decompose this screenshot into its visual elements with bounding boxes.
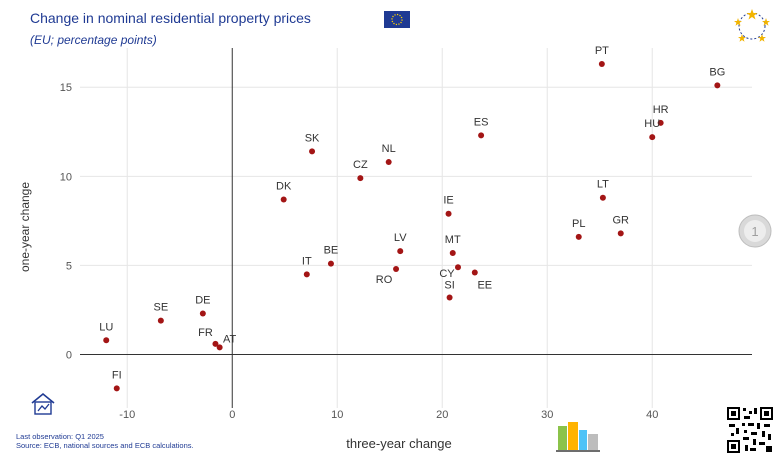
source-note: Source: ECB, national sources and ECB ca… bbox=[16, 441, 194, 450]
data-label-be: BE bbox=[324, 245, 339, 257]
data-label-lu: LU bbox=[99, 321, 113, 333]
zero-axes bbox=[80, 48, 752, 408]
data-point-nl bbox=[385, 159, 392, 166]
data-label-hr: HR bbox=[653, 104, 669, 116]
data-label-fr: FR bbox=[198, 327, 213, 339]
data-label-cy: CY bbox=[439, 268, 455, 280]
data-point-ro bbox=[393, 265, 400, 272]
x-axis-label: three-year change bbox=[346, 436, 452, 451]
chart-subtitle: (EU; percentage points) bbox=[30, 33, 157, 47]
data-label-pl: PL bbox=[572, 218, 585, 230]
data-point-at bbox=[216, 344, 223, 351]
y-tick-label: 0 bbox=[66, 350, 72, 362]
y-tick-label: 15 bbox=[60, 82, 72, 94]
data-point-mt bbox=[449, 249, 456, 256]
data-point-ee bbox=[471, 269, 478, 276]
data-label-lt: LT bbox=[597, 179, 609, 191]
data-point-pt bbox=[598, 61, 605, 68]
data-label-ee: EE bbox=[477, 280, 492, 292]
data-label-ro: RO bbox=[376, 274, 393, 286]
data-label-mt: MT bbox=[445, 234, 461, 246]
data-point-dk bbox=[280, 196, 287, 203]
last-observation-note: Last observation: Q1 2025 bbox=[16, 432, 104, 441]
data-point-cz bbox=[357, 175, 364, 182]
data-point-lu bbox=[103, 337, 110, 344]
x-tick-label: 0 bbox=[229, 409, 235, 421]
data-point-ie bbox=[445, 210, 452, 217]
data-point-it bbox=[303, 271, 310, 278]
data-label-cz: CZ bbox=[353, 159, 368, 171]
data-point-sk bbox=[309, 148, 316, 155]
data-label-it: IT bbox=[302, 255, 312, 267]
y-tick-label: 5 bbox=[66, 260, 72, 272]
chart-title: Change in nominal residential property p… bbox=[30, 10, 311, 26]
x-tick-label: 30 bbox=[541, 409, 553, 421]
data-point-fi bbox=[113, 385, 120, 392]
data-point-cy bbox=[455, 264, 461, 271]
data-point-lt bbox=[599, 194, 606, 201]
data-label-dk: DK bbox=[276, 180, 292, 192]
stars-emblem-icon bbox=[734, 9, 770, 42]
data-label-es: ES bbox=[474, 116, 489, 128]
x-tick-label: 20 bbox=[436, 409, 448, 421]
data-point-hr bbox=[657, 119, 664, 126]
data-point-se bbox=[157, 317, 164, 324]
data-label-lv: LV bbox=[394, 232, 407, 244]
x-tick-label: 10 bbox=[331, 409, 343, 421]
svg-text:1: 1 bbox=[751, 224, 758, 239]
data-point-pl bbox=[575, 233, 582, 240]
data-point-hu bbox=[649, 134, 656, 141]
data-points: PT BG HR HU ES SK NL CZ DK IE LT PL GR LV MT BE IT RO CY EE… bbox=[99, 45, 725, 392]
y-tick-label: 10 bbox=[60, 171, 72, 183]
data-label-sk: SK bbox=[305, 132, 320, 144]
data-label-de: DE bbox=[195, 295, 210, 307]
euro-coin-icon: 1 bbox=[738, 214, 772, 248]
data-point-fr bbox=[212, 340, 219, 347]
data-point-be bbox=[327, 260, 334, 267]
data-point-es bbox=[478, 132, 485, 139]
data-label-ie: IE bbox=[443, 195, 453, 207]
y-axis-label: one-year change bbox=[18, 182, 32, 272]
data-point-lv bbox=[397, 248, 404, 255]
city-buildings-icon bbox=[556, 422, 600, 452]
data-label-nl: NL bbox=[382, 143, 396, 155]
data-label-at: AT bbox=[223, 333, 237, 345]
data-label-pt: PT bbox=[595, 45, 609, 57]
data-point-bg bbox=[714, 82, 721, 89]
x-tick-label: -10 bbox=[119, 409, 135, 421]
data-label-gr: GR bbox=[613, 214, 630, 226]
data-label-hu: HU bbox=[644, 118, 660, 130]
gridlines bbox=[80, 48, 752, 408]
data-label-bg: BG bbox=[709, 66, 725, 78]
eu-flag-icon bbox=[384, 11, 410, 28]
data-label-se: SE bbox=[154, 302, 169, 314]
x-tick-label: 40 bbox=[646, 409, 658, 421]
data-point-de bbox=[199, 310, 206, 317]
data-label-si: SI bbox=[444, 280, 454, 292]
house-icon bbox=[31, 392, 55, 415]
data-point-gr bbox=[617, 230, 624, 237]
tick-labels: -10 0 10 20 30 40 0 5 10 15 bbox=[60, 82, 659, 421]
data-label-fi: FI bbox=[112, 369, 122, 381]
data-point-si bbox=[446, 294, 453, 301]
qr-code-icon bbox=[726, 406, 774, 454]
